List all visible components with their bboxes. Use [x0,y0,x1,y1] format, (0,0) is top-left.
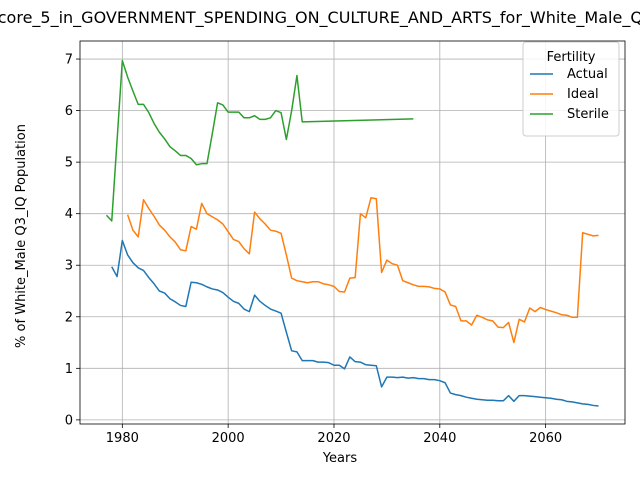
legend-label-actual: Actual [567,67,608,82]
series-line-sterile [105,59,414,222]
legend-title: Fertility [547,50,596,65]
x-tick-label: 1980 [106,431,139,446]
x-axis: 1980 2000 2020 2040 2060 [106,424,562,446]
y-tick-label: 5 [65,156,73,171]
y-axis: 0 1 2 3 4 5 6 7 [65,53,80,428]
series-line-ideal [126,196,599,344]
legend: Fertility Actual Ideal Sterile [522,41,620,137]
y-tick-label: 0 [65,413,73,428]
y-tick-label: 7 [65,53,73,68]
x-tick-label: 2040 [423,431,456,446]
y-tick-label: 1 [65,362,73,377]
y-tick-label: 4 [65,207,73,222]
plot-frame [79,40,626,425]
x-tick-label: 2000 [212,431,245,446]
legend-box [522,41,620,137]
series-line-actual [111,239,599,407]
chart-title: Score_5_in_GOVERNMENT_SPENDING_ON_CULTUR… [0,8,640,28]
legend-label-sterile: Sterile [567,107,609,122]
x-tick-label: 2060 [529,431,562,446]
y-tick-label: 3 [65,259,73,274]
legend-label-ideal: Ideal [567,87,599,102]
series-lines [105,59,599,407]
y-axis-label: % of White_Male Q3_IQ Population [14,124,29,348]
x-tick-label: 2020 [317,431,350,446]
x-axis-label: Years [322,451,358,466]
y-tick-label: 2 [65,310,73,325]
y-tick-label: 6 [65,104,73,119]
